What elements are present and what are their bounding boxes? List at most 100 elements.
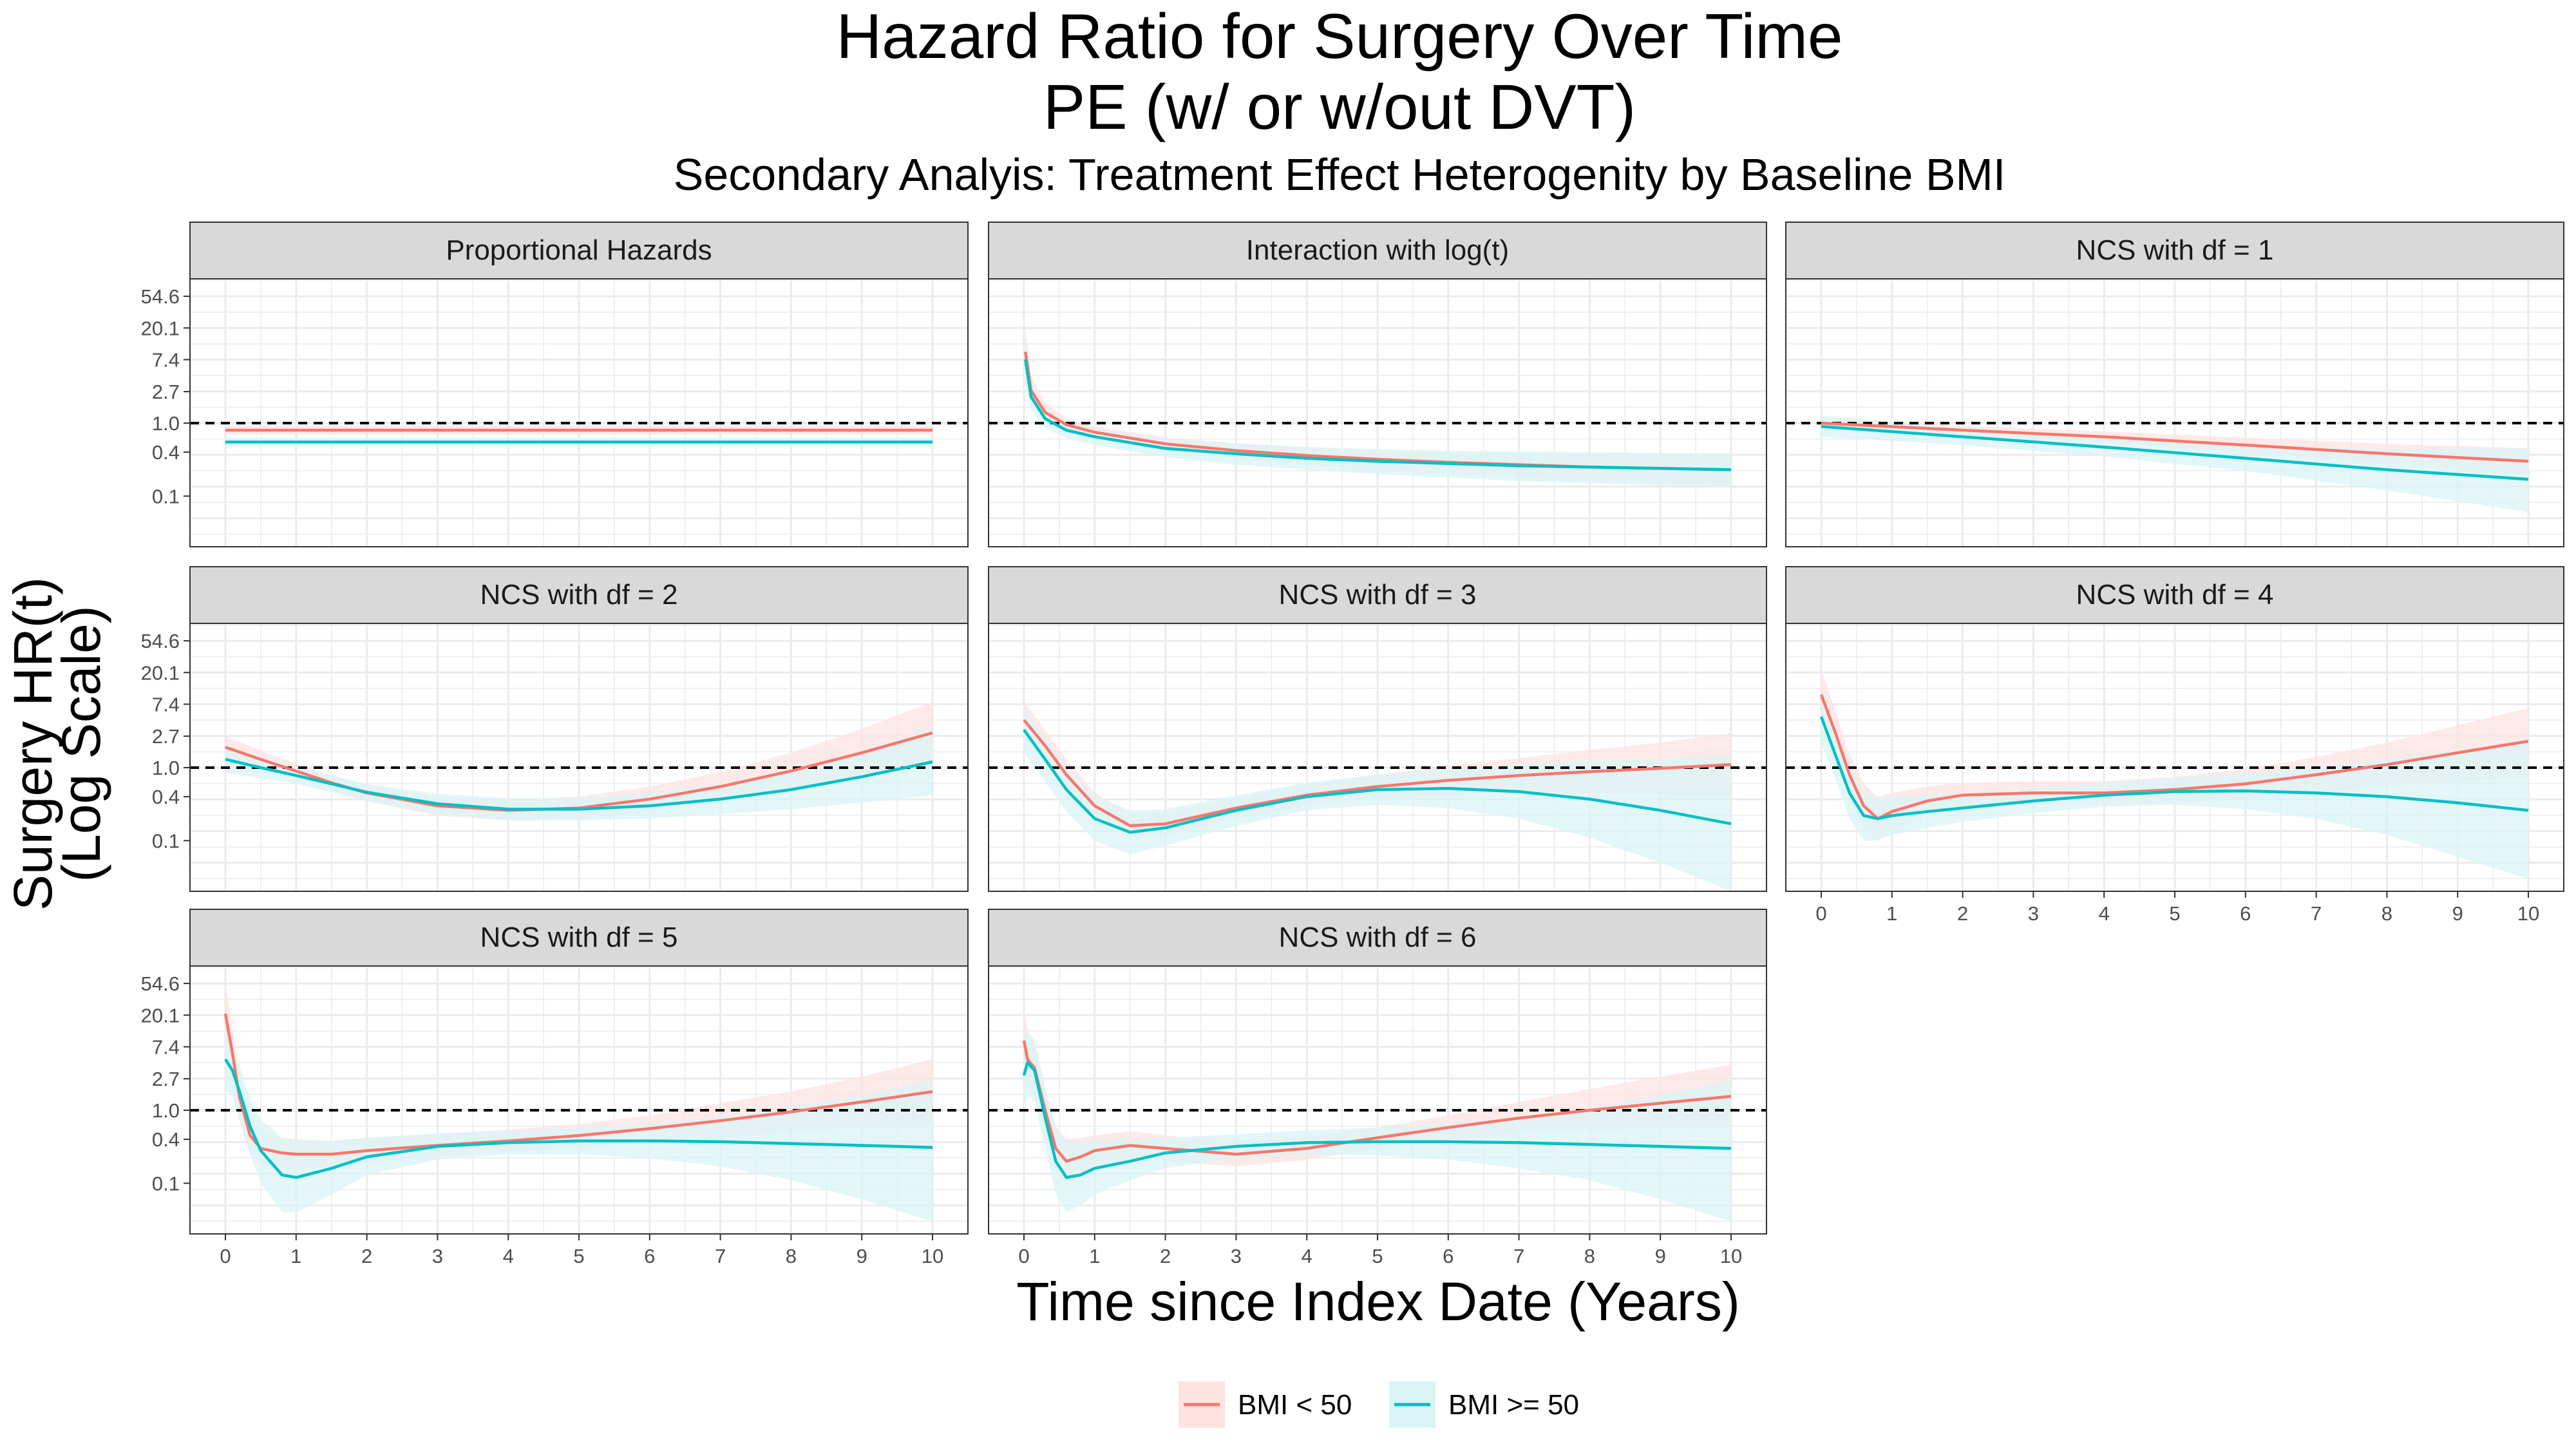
ci-band-bmi-50 — [1024, 1031, 1731, 1222]
facet-panels: Proportional Hazards54.620.17.42.71.00.4… — [141, 222, 2564, 1267]
y-tick-label: 0.1 — [152, 829, 180, 852]
series-line-bmi-50 — [1821, 424, 2529, 481]
y-tick-label: 0.1 — [152, 1172, 180, 1195]
panel-title: NCS with df = 2 — [480, 579, 678, 611]
panel-title: Interaction with log(t) — [1246, 234, 1509, 266]
panel-7: NCS with df = 5 54.6 20.1 7.4 2.7 1.0 0.4 0.1 0 1… — [141, 909, 969, 1267]
series-line-bmi-50 — [223, 1013, 933, 1156]
panel-strip — [189, 566, 969, 624]
x-tick-label: 7 — [2311, 902, 2322, 925]
series-line-bmi-50 — [224, 1058, 933, 1179]
x-tick-label: 10 — [922, 1245, 943, 1267]
panel-strip — [189, 222, 969, 279]
x-tick-label: 1 — [1089, 1245, 1100, 1267]
y-tick-label: 7.4 — [152, 693, 180, 715]
panel-border — [189, 278, 969, 547]
y-tick-label: 0.4 — [152, 786, 180, 808]
panel-strip — [1785, 222, 2564, 279]
panel-title: NCS with df = 5 — [480, 922, 678, 953]
x-tick-label: 8 — [1584, 1245, 1595, 1267]
panel-strip — [189, 909, 969, 967]
x-tick-label: 4 — [2099, 902, 2110, 925]
y-tick-label: 0.1 — [152, 485, 180, 507]
panel-title: NCS with df = 6 — [1279, 922, 1477, 953]
legend-label: BMI < 50 — [1238, 1389, 1352, 1421]
x-tick-label: 4 — [1302, 1245, 1312, 1267]
x-tick-label: 7 — [1513, 1245, 1524, 1267]
y-tick-label: 1.0 — [152, 1099, 180, 1122]
panel-border — [988, 623, 1767, 892]
x-tick-label: 6 — [644, 1245, 655, 1267]
series-line-bmi-50 — [1022, 1061, 1732, 1179]
y-tick-label: 54.6 — [141, 285, 180, 308]
panel-border — [1785, 278, 2564, 547]
x-tick-label: 2 — [361, 1245, 372, 1267]
y-tick-label: 7.4 — [152, 348, 180, 371]
x-tick-label: 10 — [2517, 902, 2539, 925]
panel-strip — [988, 909, 1767, 967]
chart-subtitle: Secondary Analyis: Treatment Effect Hete… — [674, 149, 2006, 200]
y-tick-label: 20.1 — [141, 317, 180, 339]
ci-band-bmi-50 — [225, 1031, 933, 1222]
x-tick-label: 1 — [1886, 902, 1897, 925]
series-line-bmi-50 — [1023, 359, 1732, 471]
series-line-bmi-50 — [1819, 716, 2529, 820]
y-tick-label: 2.7 — [152, 381, 180, 403]
x-tick-label: 8 — [786, 1245, 797, 1267]
x-tick-label: 3 — [1231, 1245, 1242, 1267]
chart-title-line2: PE (w/ or w/out DVT) — [1043, 71, 1636, 142]
y-tick-label: 54.6 — [141, 630, 180, 652]
x-tick-label: 4 — [503, 1245, 514, 1267]
x-tick-label: 5 — [2169, 902, 2180, 925]
series-line-bmi-50 — [1821, 421, 2529, 463]
panel-5: NCS with df = 3 — [988, 566, 1767, 892]
chart-title: Hazard Ratio for Surgery Over Time — [836, 1, 1842, 71]
x-tick-label: 2 — [1160, 1245, 1171, 1267]
x-tick-label: 8 — [2382, 902, 2392, 925]
series-line-bmi-50 — [225, 757, 933, 811]
x-tick-label: 2 — [1957, 902, 1968, 925]
x-tick-label: 1 — [290, 1245, 301, 1267]
panel-title: NCS with df = 1 — [2076, 234, 2274, 266]
panel-border — [189, 623, 969, 892]
x-tick-label: 10 — [1720, 1245, 1742, 1267]
panel-1: Proportional Hazards 54.6 20.1 7.4 2.7 1.0 0.4… — [141, 222, 969, 547]
panel-8: NCS with df = 6 0 1 2 3 4 5 6 7 8 9 10 — [988, 909, 1767, 1267]
y-tick-label: 2.7 — [152, 1068, 180, 1090]
x-tick-label: 9 — [2452, 902, 2463, 925]
x-tick-label: 6 — [1443, 1245, 1454, 1267]
panel-strip — [988, 222, 1767, 279]
panel-strip — [988, 566, 1767, 624]
panel-3: NCS with df = 1 — [1785, 222, 2564, 547]
y-tick-label: 1.0 — [152, 412, 180, 435]
y-tick-label: 20.1 — [141, 1004, 180, 1027]
panel-6: NCS with df = 4 0 1 2 3 4 5 6 7 8 9 10 — [1785, 566, 2564, 925]
y-tick-label: 1.0 — [152, 757, 180, 779]
y-tick-label: 54.6 — [141, 972, 180, 995]
panel-title: NCS with df = 3 — [1279, 579, 1477, 611]
x-tick-label: 0 — [220, 1245, 231, 1267]
panel-strip — [1785, 566, 2564, 624]
panel-2: Interaction with log(t) — [988, 222, 1767, 547]
y-tick-label: 2.7 — [152, 725, 180, 748]
panel-border — [988, 278, 1767, 547]
panel-title: Proportional Hazards — [446, 234, 712, 266]
y-tick-label: 0.4 — [152, 1128, 180, 1151]
ci-band-bmi-50 — [1025, 335, 1731, 488]
panel-4: NCS with df = 2 54.6 20.1 7.4 2.7 1.0 0.4 0.1 — [141, 566, 969, 892]
x-tick-label: 3 — [2028, 902, 2039, 925]
y-tick-label: 0.4 — [152, 441, 180, 464]
x-tick-label: 9 — [857, 1245, 867, 1267]
legend: BMI < 50 BMI >= 50 — [1179, 1381, 1579, 1428]
ci-band-bmi-50 — [1024, 706, 1731, 891]
legend-label: BMI >= 50 — [1448, 1389, 1579, 1421]
ci-band-bmi-50 — [1821, 691, 2528, 879]
x-tick-label: 5 — [573, 1245, 584, 1267]
y-axis-title-line2: (Log Scale) — [51, 605, 111, 882]
x-tick-label: 3 — [432, 1245, 443, 1267]
series-line-bmi-50 — [1023, 719, 1732, 828]
x-axis-title: Time since Index Date (Years) — [1016, 1271, 1740, 1332]
series-line-bmi-50 — [1023, 728, 1732, 834]
x-tick-label: 0 — [1815, 902, 1826, 925]
